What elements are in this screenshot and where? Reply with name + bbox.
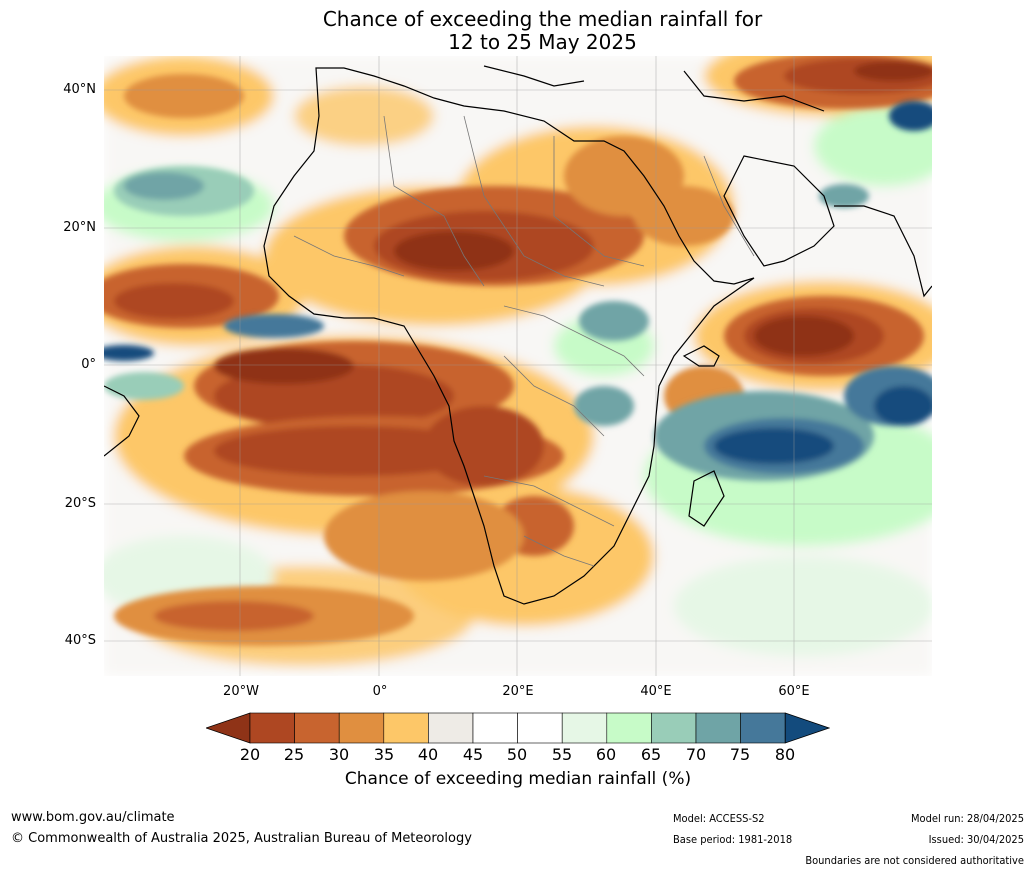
colorbar-tick-40: 40 [417, 745, 439, 764]
map-title: Chance of exceeding the median rainfall … [0, 8, 1035, 54]
lon-label-20w: 20°W [223, 684, 259, 699]
model-name: Model: ACCESS-S2 [673, 812, 765, 825]
colorbar-bin-20-25 [249, 712, 295, 744]
lat-label-40s: 40°S [64, 633, 96, 648]
colorbar-bin-25-30 [294, 712, 340, 744]
lon-label-60e: 60°E [778, 684, 810, 699]
colorbar [206, 712, 830, 744]
colorbar-bin-65-70 [651, 712, 697, 744]
arabian-peninsula [723, 155, 835, 267]
madagascar [688, 470, 725, 527]
colorbar-bin-75-80 [740, 712, 786, 744]
copyright-text: © Commonwealth of Australia 2025, Austra… [11, 831, 472, 846]
issued-date: Issued: 30/04/2025 [928, 833, 1024, 846]
lat-label-20s: 20°S [64, 496, 96, 511]
colorbar-bin-35-40 [383, 712, 429, 744]
lon-label-40e: 40°E [640, 684, 672, 699]
colorbar-tick-35: 35 [373, 745, 395, 764]
colorbar-tick-25: 25 [283, 745, 305, 764]
colorbar-tick-75: 75 [729, 745, 751, 764]
colorbar-tick-50: 50 [506, 745, 528, 764]
colorbar-high-arrow [784, 712, 830, 744]
lat-label-40n: 40°N [63, 82, 96, 97]
lon-label-0: 0° [372, 684, 388, 699]
lon-label-20e: 20°E [502, 684, 534, 699]
colorbar-label: Chance of exceeding median rainfall (%) [344, 769, 692, 789]
base-period: Base period: 1981-2018 [673, 833, 793, 846]
website-link[interactable]: www.bom.gov.au/climate [11, 810, 175, 825]
colorbar-tick-30: 30 [328, 745, 350, 764]
colorbar-tick-55: 55 [551, 745, 573, 764]
colorbar-bin-30-35 [338, 712, 385, 744]
colorbar-bin-70-75 [695, 712, 741, 744]
country-boundaries [293, 115, 755, 567]
colorbar-bin-55-60 [561, 712, 608, 744]
colorbar-low-arrow [206, 712, 251, 744]
colorbar-tick-70: 70 [685, 745, 707, 764]
wet-anomalies [104, 101, 932, 481]
colorbar-tick-60: 60 [595, 745, 617, 764]
colorbar-bin-45-50 [472, 712, 518, 744]
rainfall-map [104, 56, 932, 676]
colorbar-tick-45: 45 [462, 745, 484, 764]
lat-label-0: 0° [81, 357, 96, 372]
colorbar-bin-60-65 [606, 712, 652, 744]
model-run-date: Model run: 28/04/2025 [911, 812, 1024, 825]
lat-label-20n: 20°N [63, 220, 96, 235]
title-line-1: Chance of exceeding the median rainfall … [322, 7, 763, 31]
coastlines [104, 65, 932, 605]
colorbar-tick-80: 80 [774, 745, 796, 764]
title-line-2: 12 to 25 May 2025 [448, 30, 637, 54]
colorbar-bin-50-55 [517, 712, 563, 744]
colorbar-bin-40-45 [428, 712, 474, 744]
boundaries-disclaimer: Boundaries are not considered authoritat… [805, 854, 1024, 867]
colorbar-tick-65: 65 [640, 745, 662, 764]
lake-victoria [682, 345, 720, 367]
colorbar-tick-20: 20 [239, 745, 261, 764]
graticule [104, 56, 932, 676]
